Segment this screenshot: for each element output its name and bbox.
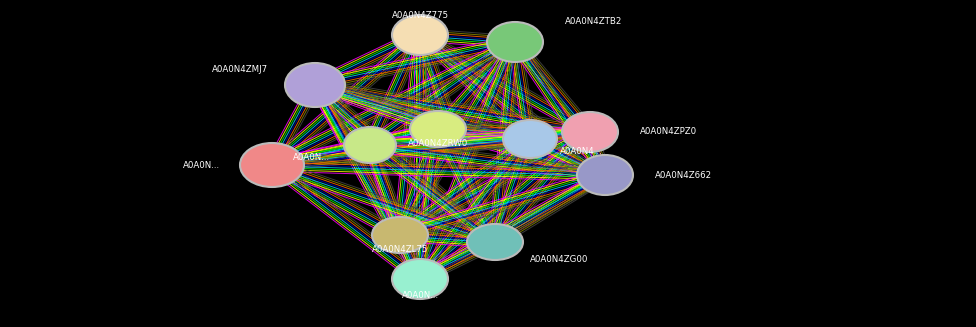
Ellipse shape [410,111,466,147]
Ellipse shape [503,120,557,158]
Text: A0A0N4ZTB2: A0A0N4ZTB2 [565,18,623,26]
Ellipse shape [372,217,428,253]
Text: A0A0N4ZMJ7: A0A0N4ZMJ7 [212,64,268,74]
Text: A0A0N4Z775: A0A0N4Z775 [391,10,449,20]
Ellipse shape [467,224,523,260]
Text: A0A0N4ZPZ0: A0A0N4ZPZ0 [640,128,697,136]
Text: A0A0N4ZRW0: A0A0N4ZRW0 [408,139,468,147]
Text: A0A0N4ZG00: A0A0N4ZG00 [530,254,589,264]
Ellipse shape [577,155,633,195]
Ellipse shape [487,22,543,62]
Text: A0A0N4Z662: A0A0N4Z662 [655,170,712,180]
Ellipse shape [392,15,448,55]
Text: A0A0N...: A0A0N... [183,161,220,169]
Text: A0A0N...: A0A0N... [293,152,330,162]
Text: A0A0N4...: A0A0N4... [560,147,602,157]
Ellipse shape [285,63,345,107]
Ellipse shape [240,143,304,187]
Ellipse shape [562,112,618,152]
Text: A0A0N4ZL75: A0A0N4ZL75 [372,245,428,253]
Ellipse shape [344,127,396,163]
Text: A0A0N...: A0A0N... [401,290,438,300]
Ellipse shape [392,259,448,299]
